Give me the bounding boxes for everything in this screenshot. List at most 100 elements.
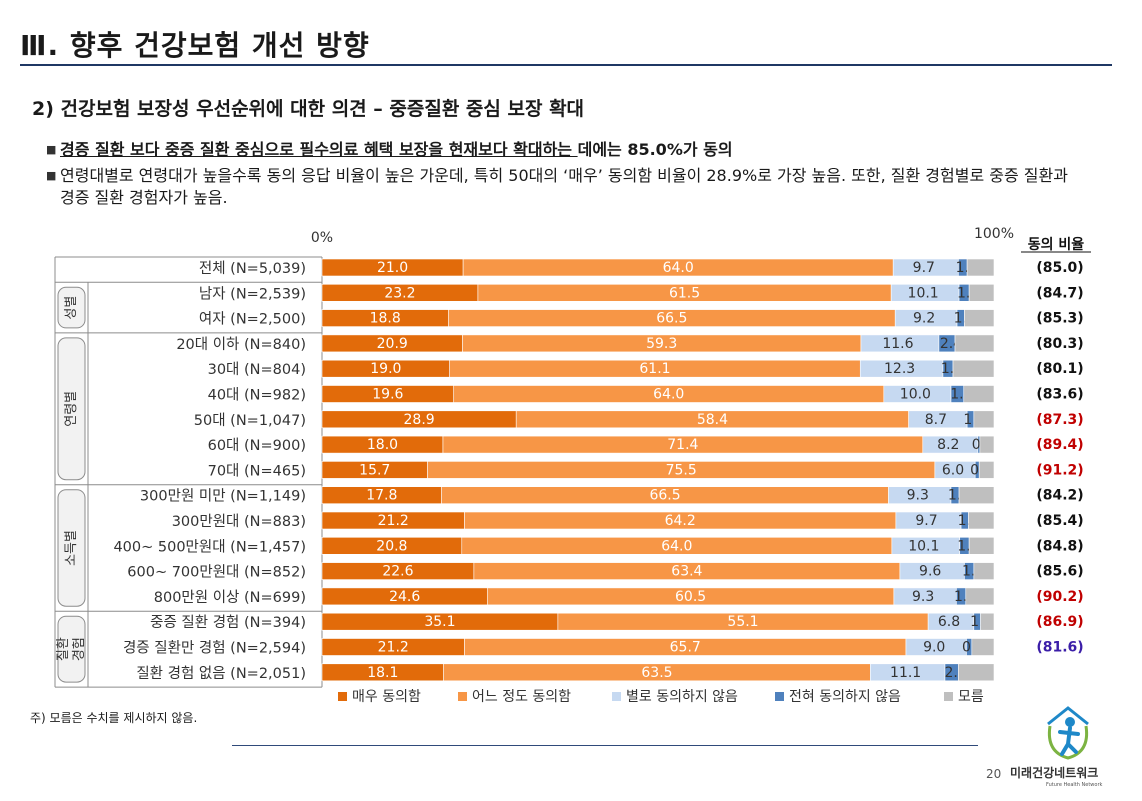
bar-value-label: 9.7 bbox=[915, 513, 937, 529]
bar-segment bbox=[952, 359, 995, 378]
agree-rate-value: (90.2) bbox=[1036, 589, 1083, 605]
bar-value-label: 60.5 bbox=[675, 589, 706, 605]
bar-segment bbox=[965, 587, 995, 606]
bar-value-label: 58.4 bbox=[697, 412, 728, 428]
agree-rate-value: (85.6) bbox=[1036, 564, 1083, 580]
sub-title: 2) 건강보험 보장성 우선순위에 대한 의견 – 중증질환 중심 보장 확대 bbox=[32, 98, 585, 120]
category-label: 60대 (N=900) bbox=[208, 437, 306, 454]
bullet-mark: ■ bbox=[46, 169, 57, 182]
axis-min-label: 0% bbox=[311, 230, 333, 246]
bar-segment bbox=[968, 511, 995, 530]
bar-segment bbox=[973, 410, 995, 429]
bar-value-label: 64.0 bbox=[661, 538, 692, 554]
category-label: 전체 (N=5,039) bbox=[199, 260, 306, 277]
group-label-box bbox=[57, 489, 86, 607]
agree-rate-value: (91.2) bbox=[1036, 462, 1083, 478]
bar-segment bbox=[958, 486, 995, 505]
bar-value-label: 59.3 bbox=[646, 336, 677, 352]
bar-segment bbox=[980, 612, 995, 631]
bar-value-label: 8.2 bbox=[937, 437, 959, 453]
bullet-2-text: 연령대별로 연령대가 높을수록 동의 응답 비율이 높은 가운데, 특히 50대… bbox=[60, 166, 1068, 207]
category-label: 300만원대 (N=883) bbox=[172, 513, 306, 530]
bar-value-label: 10.1 bbox=[908, 285, 939, 301]
group-label: 질환 bbox=[56, 637, 71, 661]
agree-rate-value: (87.3) bbox=[1036, 412, 1083, 428]
bar-value-label: 61.1 bbox=[639, 361, 670, 377]
bullet-1-underlined: 경증 질환 보다 중증 질환 중심으로 필수의료 혜택 보장을 현재보다 확대하… bbox=[60, 140, 578, 159]
category-label: 800만원 이상 (N=699) bbox=[154, 589, 306, 606]
bar-value-label: 9.7 bbox=[913, 260, 935, 276]
bar-value-label: 20.8 bbox=[376, 538, 407, 554]
legend-swatch bbox=[458, 692, 467, 701]
agree-rate-value: (84.7) bbox=[1036, 285, 1083, 301]
bar-segment bbox=[971, 638, 995, 656]
group-label-box bbox=[57, 337, 86, 481]
bar-value-label: 11.1 bbox=[890, 665, 921, 681]
footnote: 주) 모름은 수치를 제시하지 않음. bbox=[30, 711, 198, 725]
group-label: 소득별 bbox=[64, 530, 79, 566]
logo-mark-icon bbox=[1047, 706, 1089, 760]
bullet-mark: ■ bbox=[46, 143, 57, 156]
bar-value-label: 23.2 bbox=[384, 285, 415, 301]
bullet-1-rest: 데에는 85.0%가 동의 bbox=[577, 140, 733, 159]
agree-rate-value: (80.3) bbox=[1036, 336, 1083, 352]
bar-value-label: 64.0 bbox=[653, 387, 684, 403]
bar-segment bbox=[968, 536, 995, 555]
category-label: 50대 (N=1,047) bbox=[194, 412, 306, 429]
bar-value-label: 6.8 bbox=[938, 614, 960, 630]
axis-max-label: 100% bbox=[974, 226, 1014, 242]
agree-rate-value: (85.3) bbox=[1036, 311, 1083, 327]
agree-rate-value: (81.6) bbox=[1036, 640, 1083, 656]
legend-label: 전혀 동의하지 않음 bbox=[789, 689, 901, 705]
bar-value-label: 21.2 bbox=[378, 513, 409, 529]
category-label: 600~ 700만원대 (N=852) bbox=[127, 564, 306, 581]
agree-rate-header: 동의 비율 bbox=[1028, 236, 1085, 253]
bar-value-label: 63.4 bbox=[671, 564, 702, 580]
group-label: 성별 bbox=[64, 296, 79, 320]
category-label: 남자 (N=2,539) bbox=[199, 285, 306, 302]
section-title: Ⅲ. 향후 건강보험 개선 방향 bbox=[20, 29, 370, 62]
agree-rate-value: (83.6) bbox=[1036, 387, 1083, 403]
category-label: 질환 경험 없음 (N=2,051) bbox=[136, 665, 306, 682]
bar-value-label: 15.7 bbox=[359, 462, 390, 478]
bar-value-label: 9.6 bbox=[919, 564, 941, 580]
agree-rate-value: (89.4) bbox=[1036, 437, 1083, 453]
bottom-rule bbox=[232, 745, 978, 746]
bar-value-label: 35.1 bbox=[424, 614, 455, 630]
bar-value-label: 18.1 bbox=[367, 665, 398, 681]
bar-value-label: 66.5 bbox=[656, 311, 687, 327]
bar-value-label: 9.0 bbox=[923, 640, 945, 656]
agree-rate-value: (85.0) bbox=[1036, 260, 1083, 276]
bar-value-label: 21.0 bbox=[377, 260, 408, 276]
bar-value-label: 21.2 bbox=[378, 640, 409, 656]
category-label: 30대 (N=804) bbox=[208, 361, 306, 378]
category-label: 300만원 미만 (N=1,149) bbox=[140, 488, 306, 505]
bar-value-label: 20.9 bbox=[377, 336, 408, 352]
bar-value-label: 71.4 bbox=[667, 437, 698, 453]
legend-label: 매우 동의함 bbox=[352, 689, 421, 705]
bar-value-label: 24.6 bbox=[389, 589, 420, 605]
bar-value-label: 64.0 bbox=[663, 260, 694, 276]
bar-segment bbox=[964, 309, 995, 327]
agree-rate-value: (86.9) bbox=[1036, 614, 1083, 630]
page-number: 20 bbox=[986, 767, 1002, 781]
bar-segment bbox=[958, 663, 995, 682]
bar-value-label: 63.5 bbox=[641, 665, 672, 681]
agree-rate-value: (80.1) bbox=[1036, 361, 1083, 377]
bar-value-label: 10.0 bbox=[900, 387, 931, 403]
bar-segment bbox=[963, 385, 995, 403]
bar-value-label: 18.8 bbox=[370, 311, 401, 327]
category-label: 40대 (N=982) bbox=[208, 387, 306, 404]
category-label: 중증 질환 경험 (N=394) bbox=[150, 614, 306, 631]
bar-value-label: 64.2 bbox=[665, 513, 696, 529]
bar-segment bbox=[978, 461, 995, 479]
bullet-2: ■ 연령대별로 연령대가 높을수록 동의 응답 비율이 높은 가운데, 특히 5… bbox=[46, 165, 1070, 209]
bar-value-label: 61.5 bbox=[669, 285, 700, 301]
bar-value-label: 12.3 bbox=[884, 361, 915, 377]
agree-rate-value: (85.4) bbox=[1036, 513, 1083, 529]
category-label: 여자 (N=2,500) bbox=[199, 311, 306, 328]
bar-value-label: 6.0 bbox=[942, 462, 964, 478]
bar-value-label: 19.0 bbox=[370, 361, 401, 377]
logo-name: 미래건강네트워크 bbox=[1010, 766, 1099, 780]
